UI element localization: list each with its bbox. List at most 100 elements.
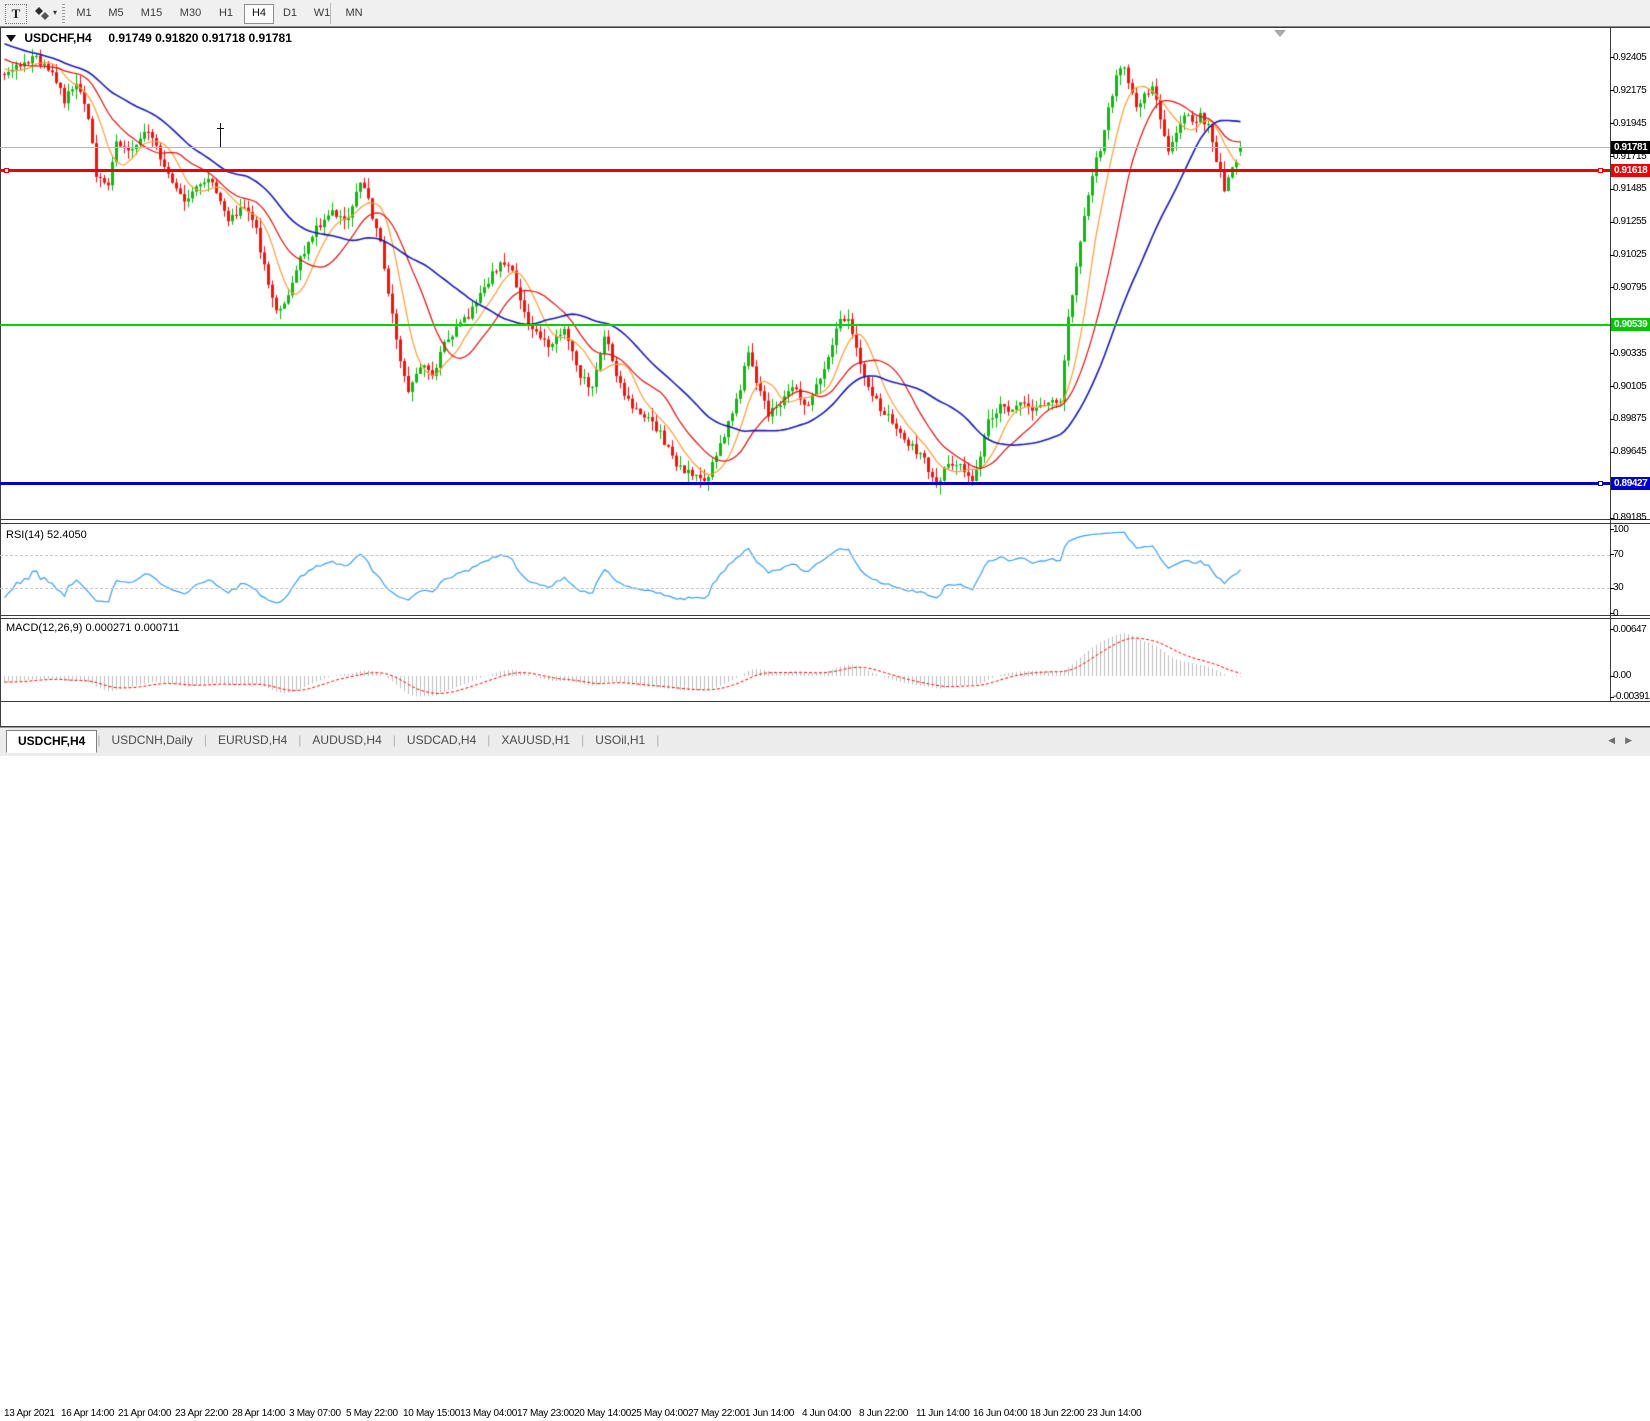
time-axis-label: 28 Apr 14:00: [232, 1408, 286, 1419]
time-axis-label: 13 May 04:00: [460, 1408, 517, 1419]
blue-hline-badge: 0.89427: [1611, 476, 1650, 490]
rsi-level-line: [0, 554, 1610, 556]
main-chart-canvas[interactable]: [0, 27, 1610, 519]
tab-separator: |: [656, 733, 660, 747]
line-handle[interactable]: [4, 167, 9, 173]
rsi-canvas[interactable]: [0, 524, 1610, 615]
price-axis-label: 0.89185: [1613, 512, 1647, 523]
chart-title: USDCHF,H4 0.91749 0.91820 0.91718 0.9178…: [6, 31, 292, 45]
time-axis-label: 20 May 14:00: [574, 1408, 631, 1419]
price-axis-label: 0.91945: [1613, 117, 1647, 129]
horizontal-line-object[interactable]: [0, 168, 1610, 172]
rsi-axis-label: 30: [1613, 582, 1624, 594]
rsi-axis-tick: [1610, 613, 1614, 614]
price-axis-tick: [1610, 156, 1614, 157]
time-axis-label: 13 Apr 2021: [4, 1408, 55, 1419]
timeframe-button-m15[interactable]: M15: [140, 7, 163, 19]
timeframe-button-m5[interactable]: M5: [108, 7, 124, 19]
timeframe-button-w1[interactable]: W1: [313, 7, 331, 19]
timeframe-button-h1[interactable]: H1: [218, 7, 234, 19]
time-axis-label: 5 May 22:00: [346, 1408, 398, 1419]
line-handle[interactable]: [1598, 480, 1603, 486]
time-axis-label: 23 Apr 22:00: [175, 1408, 229, 1419]
time-axis-label: 23 Jun 14:00: [1087, 1408, 1142, 1419]
line-handle[interactable]: [1598, 167, 1603, 173]
arrows-tool-icon: [33, 6, 50, 20]
price-axis-tick: [1610, 287, 1614, 288]
macd-canvas[interactable]: [0, 619, 1610, 701]
price-axis-tick: [1610, 222, 1614, 223]
chart-tab-xauusd-h1[interactable]: XAUUSD,H1: [501, 733, 571, 747]
price-axis-label: 0.91485: [1613, 183, 1647, 195]
timeframe-button-d1[interactable]: D1: [282, 7, 298, 19]
price-axis-label: 0.89875: [1613, 413, 1647, 425]
horizontal-line-object[interactable]: [0, 323, 1610, 326]
timeframe-button-m30[interactable]: M30: [179, 7, 202, 19]
rsi-axis-tick: [1610, 529, 1614, 530]
macd-label: MACD(12,26,9) 0.000271 0.000711: [6, 622, 180, 634]
panel-splitter[interactable]: [0, 618, 1650, 619]
chart-tab-usoil-h1[interactable]: USOil,H1: [595, 733, 646, 747]
price-axis-border: [1610, 27, 1611, 702]
macd-axis-tick: [1610, 697, 1614, 698]
time-axis-label: 10 May 15:00: [403, 1408, 460, 1419]
chart-shift-marker[interactable]: [1274, 30, 1286, 37]
panel-splitter[interactable]: [0, 523, 1650, 524]
chart-tab-eurusd-h4[interactable]: EURUSD,H4: [217, 733, 288, 747]
price-axis-tick: [1610, 452, 1614, 453]
red-hline-badge: 0.91618: [1611, 163, 1650, 177]
time-axis-label: 3 May 07:00: [289, 1408, 341, 1419]
symbol-dropdown-icon[interactable]: [6, 35, 16, 43]
chart-tab-audusd-h4[interactable]: AUDUSD,H4: [312, 733, 382, 747]
panel-splitter[interactable]: [0, 519, 1650, 520]
timeframe-button-mn[interactable]: MN: [345, 7, 363, 19]
rsi-axis-label: 70: [1613, 548, 1624, 560]
text-tool-button[interactable]: T: [5, 4, 27, 24]
chart-tab-bar: USDCHF,H4 | USDCNH,Daily | EURUSD,H4 | AUDUSD,…: [0, 727, 1650, 756]
chart-title-symbol: USDCHF,H4: [24, 31, 92, 45]
price-axis-label: 0.90105: [1613, 380, 1647, 392]
price-axis-tick: [1610, 189, 1614, 190]
time-axis-label: 11 Jun 14:00: [916, 1408, 970, 1419]
time-axis-label: 1 Jun 14:00: [745, 1408, 794, 1419]
price-axis-label: 0.91715: [1613, 150, 1647, 162]
tab-scroll-left-icon[interactable]: ◀: [1608, 735, 1626, 745]
time-axis-label: 25 May 04:00: [631, 1408, 688, 1419]
price-axis-tick: [1610, 419, 1614, 420]
drawing-object-marker[interactable]: [220, 123, 221, 147]
macd-bottom-border: [0, 701, 1650, 702]
horizontal-line-object[interactable]: [0, 481, 1610, 485]
tab-scroll-right-icon[interactable]: ▶: [1625, 735, 1642, 745]
drawing-object-marker-cross: [217, 128, 224, 129]
price-axis-tick: [1610, 255, 1614, 256]
tab-separator: |: [487, 733, 491, 747]
price-axis-label: 0.90335: [1613, 347, 1647, 359]
tab-separator: |: [298, 733, 302, 747]
price-axis-tick: [1610, 386, 1614, 387]
price-axis-tick: [1610, 518, 1614, 519]
chevron-down-icon: ▾: [53, 8, 58, 18]
rsi-label: RSI(14) 52.4050: [6, 529, 87, 541]
toolbar-separator: [330, 3, 331, 24]
timeframe-button-h4[interactable]: H4: [244, 4, 274, 24]
price-axis-label: 0.89645: [1613, 446, 1647, 458]
chart-title-ohlc: 0.91749 0.91820 0.91718 0.91781: [108, 31, 292, 45]
time-axis-label: 27 May 22:00: [688, 1408, 745, 1419]
panel-splitter[interactable]: [0, 615, 1650, 616]
time-axis-label: 8 Jun 22:00: [859, 1408, 908, 1419]
tab-separator: |: [203, 733, 207, 747]
drawing-tools-button[interactable]: ▾: [30, 4, 60, 22]
tab-separator: |: [97, 733, 101, 747]
price-axis-label: 0.92175: [1613, 84, 1647, 96]
chart-tab-usdcnh-daily[interactable]: USDCNH,Daily: [111, 733, 193, 747]
timeframe-button-m1[interactable]: M1: [76, 7, 92, 19]
chart-tab-usdchf-h4[interactable]: USDCHF,H4: [6, 730, 98, 753]
chart-tab-usdcad-h4[interactable]: USDCAD,H4: [406, 733, 477, 747]
time-axis[interactable]: 13 Apr 2021 16 Apr 14:00 21 Apr 04:00 23 Ap…: [0, 702, 1610, 1419]
time-axis-label: 16 Jun 04:00: [973, 1408, 1028, 1419]
macd-axis-label: 0.00647: [1613, 623, 1647, 635]
tab-separator: |: [392, 733, 396, 747]
time-axis-label: 17 May 23:00: [517, 1408, 574, 1419]
price-axis-tick: [1610, 123, 1614, 124]
